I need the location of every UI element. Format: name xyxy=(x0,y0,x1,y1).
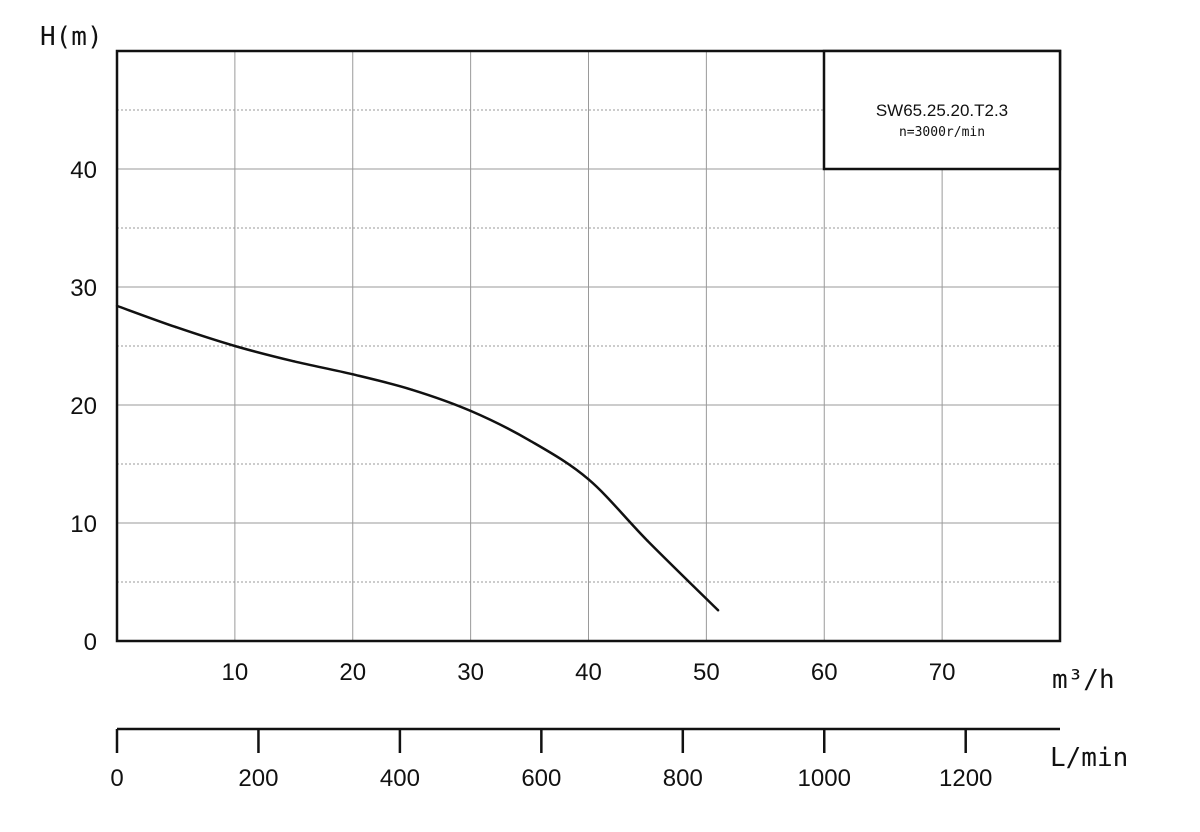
data-point xyxy=(233,344,237,348)
data-point xyxy=(528,439,531,442)
legend: SW65.25.20.T2.3 n=3000r/min xyxy=(822,49,1062,171)
x-tick-label: 40 xyxy=(575,659,602,686)
data-point xyxy=(410,388,413,391)
head-curve-line xyxy=(116,304,720,612)
data-point xyxy=(292,360,296,363)
secondary-tick-label: 1000 xyxy=(798,765,851,792)
data-point xyxy=(174,325,178,329)
data-point xyxy=(646,539,649,542)
secondary-axis-label: L/min xyxy=(1050,743,1128,773)
y-tick-label: 20 xyxy=(70,393,97,420)
x-tick-labels: 10 20 30 40 50 60 70 xyxy=(222,659,956,686)
data-point xyxy=(587,478,590,481)
x-tick-label: 70 xyxy=(929,659,956,686)
data-point xyxy=(716,609,720,612)
x-tick-label: 20 xyxy=(339,659,366,686)
secondary-tick-label: 200 xyxy=(238,765,278,792)
legend-box xyxy=(822,49,1062,171)
secondary-axis: 0 200 400 600 800 1000 1200 xyxy=(110,727,1060,792)
secondary-tick-label: 600 xyxy=(521,765,561,792)
secondary-tick-label: 400 xyxy=(380,765,420,792)
secondary-tick-label: 1200 xyxy=(939,765,992,792)
x-tick-label: 60 xyxy=(811,659,838,686)
x-tick-label: 30 xyxy=(457,659,484,686)
plot-frame xyxy=(115,49,1062,643)
curve-layer xyxy=(115,304,720,612)
y-tick-labels: 0 10 20 30 40 xyxy=(70,157,97,656)
y-tick-label: 30 xyxy=(70,275,97,302)
y-tick-label: 10 xyxy=(70,511,97,538)
y-tick-label: 0 xyxy=(84,629,97,656)
secondary-tick-label: 0 xyxy=(110,765,123,792)
y-axis-label: H(m) xyxy=(40,22,103,52)
legend-title: SW65.25.20.T2.3 xyxy=(876,101,1008,120)
secondary-tick-label: 800 xyxy=(663,765,703,792)
y-tick-label: 40 xyxy=(70,157,97,184)
data-point xyxy=(351,373,354,376)
legend-subtitle: n=3000r/min xyxy=(899,125,985,140)
x-axis-label: m³/h xyxy=(1052,665,1115,695)
x-tick-label: 50 xyxy=(693,659,720,686)
x-tick-label: 10 xyxy=(222,659,249,686)
data-point xyxy=(469,409,472,413)
